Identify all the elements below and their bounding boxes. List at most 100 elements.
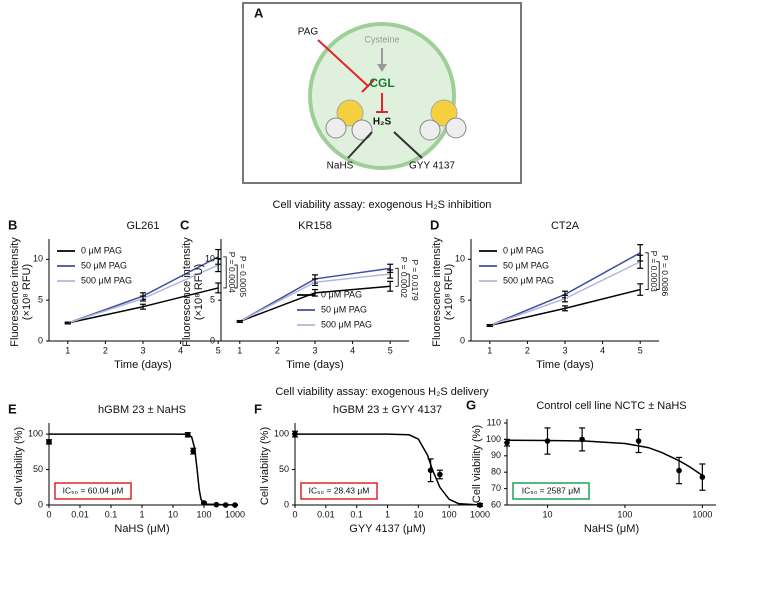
y-tick-label: 90: [491, 450, 501, 460]
data-point: [676, 467, 682, 474]
p-value: P = 0.0005: [238, 256, 248, 297]
legend-label: 50 μM PAG: [81, 260, 127, 270]
error-bar: [486, 324, 493, 327]
y-tick-label: 100: [28, 428, 43, 438]
x-tick-label: 1000: [225, 509, 245, 519]
x-tick-label: 5: [216, 345, 221, 355]
molecule: [419, 119, 441, 141]
legend-label: 500 μM PAG: [321, 319, 372, 329]
molecule: [445, 117, 467, 139]
panel-letter: B: [8, 217, 17, 232]
x-tick-label: 3: [312, 345, 317, 355]
panel-letter: E: [8, 401, 17, 416]
y-axis-label: Cell viability (%): [13, 427, 25, 505]
donor-label: NaHS: [327, 161, 354, 172]
x-tick-label: 1: [237, 345, 242, 355]
data-point: [190, 448, 197, 454]
y-tick-label: 100: [274, 428, 289, 438]
error-bar: [387, 269, 394, 279]
y-tick-label: 10: [205, 254, 215, 264]
legend-label: 0 μM PAG: [321, 289, 362, 299]
error-bar: [215, 257, 222, 273]
y-tick-label: 0: [210, 335, 215, 345]
error-bar: [140, 303, 146, 310]
x-tick-label: 0: [46, 509, 51, 519]
x-axis-label: NaHS (μM): [584, 523, 639, 535]
data-point: [222, 502, 229, 508]
annotation: IC₅₀ = 28.43 μM: [309, 485, 370, 495]
y-axis-label: Fluorescence intensity: [431, 237, 443, 347]
x-tick-label: 10: [413, 509, 423, 519]
significance-bracket: [645, 252, 649, 290]
x-tick-label: 2: [525, 345, 530, 355]
legend-label: 0 μM PAG: [81, 245, 122, 255]
data-point: [579, 436, 585, 443]
data-point: [635, 438, 642, 444]
error-bar: [312, 278, 318, 287]
panel-letter: G: [466, 397, 476, 412]
x-tick-label: 1: [65, 345, 70, 355]
x-tick-label: 0.1: [350, 509, 363, 519]
data-point: [437, 471, 443, 478]
data-point: [213, 501, 220, 508]
x-axis-label: GYY 4137 (μM): [349, 523, 425, 535]
chart-title: Control cell line NCTC ± NaHS: [536, 400, 686, 412]
molecule: [336, 99, 364, 127]
inhibition-bar: [361, 79, 375, 93]
y-axis-label: (×10⁸ RFU): [443, 264, 455, 320]
donor-label: GYY 4137: [409, 161, 455, 172]
y-axis-label: Cell viability (%): [259, 427, 271, 505]
x-tick-label: 4: [350, 345, 355, 355]
y-tick-label: 5: [38, 295, 43, 305]
y-tick-label: 10: [455, 254, 465, 264]
fit-curve: [506, 439, 703, 477]
data-point: [184, 432, 191, 438]
y-tick-label: 70: [491, 483, 501, 493]
x-tick-label: 0: [292, 509, 297, 519]
x-tick-label: 3: [562, 345, 567, 355]
significance-bracket: [223, 256, 227, 289]
molecule: [351, 119, 373, 141]
p-value: P = 0.0002: [399, 257, 409, 298]
y-axis-label: (×10⁸ RFU): [193, 264, 205, 320]
data-point: [544, 438, 551, 444]
annotation-box: [512, 482, 590, 500]
x-axis-label: Time (days): [286, 359, 344, 371]
x-tick-label: 10: [542, 509, 552, 519]
y-tick-label: 0: [38, 499, 43, 509]
x-tick-label: 0.1: [105, 509, 118, 519]
legend-label: 50 μM PAG: [503, 260, 549, 270]
p-value: P = 0.0086: [660, 255, 670, 296]
y-tick-label: 60: [491, 499, 501, 509]
x-tick-label: 0.01: [317, 509, 335, 519]
y-tick-label: 5: [210, 295, 215, 305]
y-tick-label: 5: [460, 295, 465, 305]
y-axis-label: Fluorescence intensity: [181, 237, 193, 347]
x-tick-label: 100: [442, 509, 457, 519]
x-tick-label: 1: [487, 345, 492, 355]
product-label: H₂S: [373, 117, 392, 128]
x-tick-label: 2: [275, 345, 280, 355]
panel-letter: A: [254, 5, 264, 20]
x-tick-label: 100: [617, 509, 632, 519]
panel-letter: C: [180, 217, 190, 232]
p-value: P = 0.0003: [649, 251, 659, 292]
x-tick-label: 2: [103, 345, 108, 355]
y-axis-label: Cell viability (%): [471, 425, 483, 503]
data-point: [201, 500, 207, 506]
y-tick-label: 50: [33, 464, 43, 474]
x-tick-label: 4: [178, 345, 183, 355]
inhibition-arrow: [317, 39, 369, 87]
error-bar: [637, 283, 644, 296]
error-bar: [637, 254, 644, 269]
fit-curve: [49, 433, 236, 506]
panel-letter: D: [430, 217, 439, 232]
legend-label: 0 μM PAG: [503, 245, 544, 255]
enzyme-label: CGL: [369, 76, 394, 90]
data-point: [292, 431, 298, 437]
error-bar: [140, 295, 146, 302]
error-bar: [387, 280, 394, 292]
x-tick-label: 100: [196, 509, 211, 519]
x-tick-label: 0.01: [71, 509, 89, 519]
substrate-label: Cysteine: [364, 34, 399, 44]
